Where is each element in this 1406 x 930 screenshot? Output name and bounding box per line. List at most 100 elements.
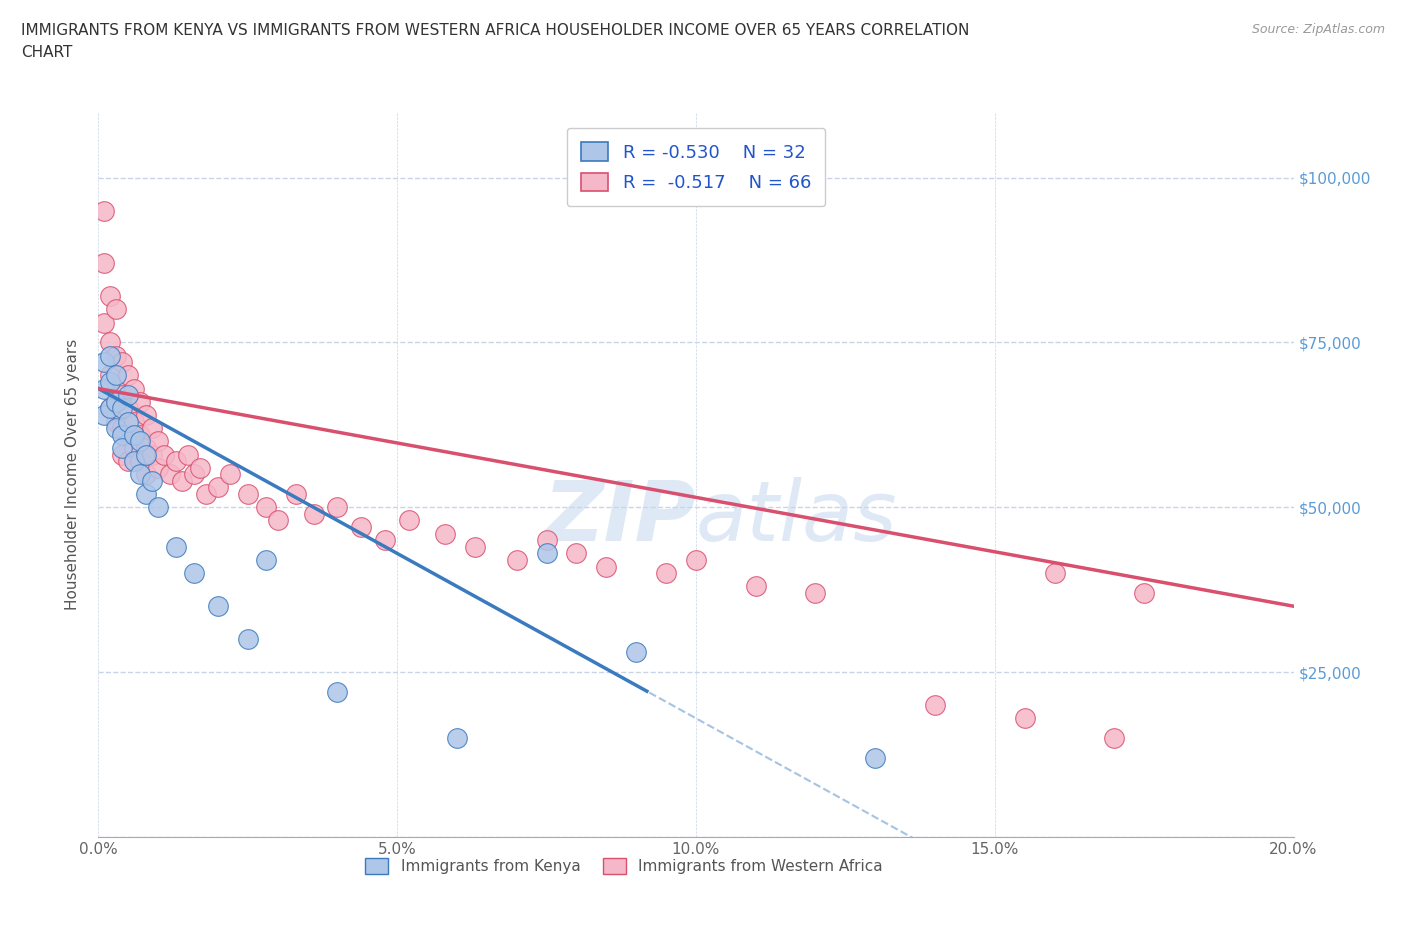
Point [117,454,139,469]
Point [111,420,134,435]
Point [565,546,588,561]
Point [93,354,115,369]
Point [135,447,157,462]
Legend: Immigrants from Kenya, Immigrants from Western Africa: Immigrants from Kenya, Immigrants from W… [360,852,889,880]
Point [117,368,139,383]
Point [326,499,349,514]
Point [111,427,134,442]
Point [536,546,558,561]
Point [924,698,946,712]
Point [129,394,152,409]
Point [124,427,146,442]
Point [93,381,115,396]
Point [434,526,457,541]
Point [267,513,290,528]
Point [129,434,152,449]
Point [148,499,170,514]
Point [464,539,486,554]
Point [124,441,146,456]
Point [117,427,139,442]
Point [98,401,122,416]
Point [207,480,229,495]
Point [236,486,259,501]
Point [93,203,115,218]
Point [236,631,259,646]
Point [159,467,181,482]
Point [804,586,827,601]
Point [98,375,122,390]
Point [595,559,617,574]
Point [655,565,678,580]
Point [685,552,707,567]
Point [1014,711,1036,725]
Point [172,473,194,488]
Point [117,388,139,403]
Point [326,684,349,699]
Point [183,565,205,580]
Point [98,289,122,304]
Point [141,447,163,462]
Point [446,731,468,746]
Point [626,644,648,659]
Point [219,467,242,482]
Point [188,460,211,475]
Point [98,368,122,383]
Point [111,388,134,403]
Point [254,552,277,567]
Point [98,335,122,350]
Point [93,407,115,422]
Point [111,441,134,456]
Point [93,256,115,271]
Text: IMMIGRANTS FROM KENYA VS IMMIGRANTS FROM WESTERN AFRICA HOUSEHOLDER INCOME OVER : IMMIGRANTS FROM KENYA VS IMMIGRANTS FROM… [21,23,970,60]
Point [254,499,277,514]
Point [124,381,146,396]
Point [1043,565,1066,580]
Point [207,599,229,614]
Point [135,467,157,482]
Point [129,467,152,482]
Point [105,348,128,363]
Point [117,414,139,429]
Point [129,454,152,469]
Point [141,473,163,488]
Point [165,454,187,469]
Point [135,441,157,456]
Point [302,507,325,522]
Point [135,486,157,501]
Point [111,401,134,416]
Point [111,447,134,462]
Text: Source: ZipAtlas.com: Source: ZipAtlas.com [1251,23,1385,36]
Y-axis label: Householder Income Over 65 years: Householder Income Over 65 years [65,339,80,610]
Point [374,533,396,548]
Point [124,454,146,469]
Point [105,302,128,317]
Text: atlas: atlas [696,477,897,558]
Point [105,420,128,435]
Point [745,579,768,594]
Point [141,420,163,435]
Point [135,407,157,422]
Point [1133,586,1156,601]
Point [105,394,128,409]
Point [865,751,887,765]
Point [183,467,205,482]
Point [98,348,122,363]
Point [350,520,373,535]
Point [165,539,187,554]
Point [536,533,558,548]
Point [506,552,529,567]
Point [1104,731,1126,746]
Point [129,427,152,442]
Point [153,447,176,462]
Point [111,354,134,369]
Point [105,414,128,429]
Point [105,368,128,383]
Point [284,486,307,501]
Point [93,315,115,330]
Text: ZIP: ZIP [543,477,696,558]
Point [195,486,218,501]
Point [98,401,122,416]
Point [105,381,128,396]
Point [148,460,170,475]
Point [117,401,139,416]
